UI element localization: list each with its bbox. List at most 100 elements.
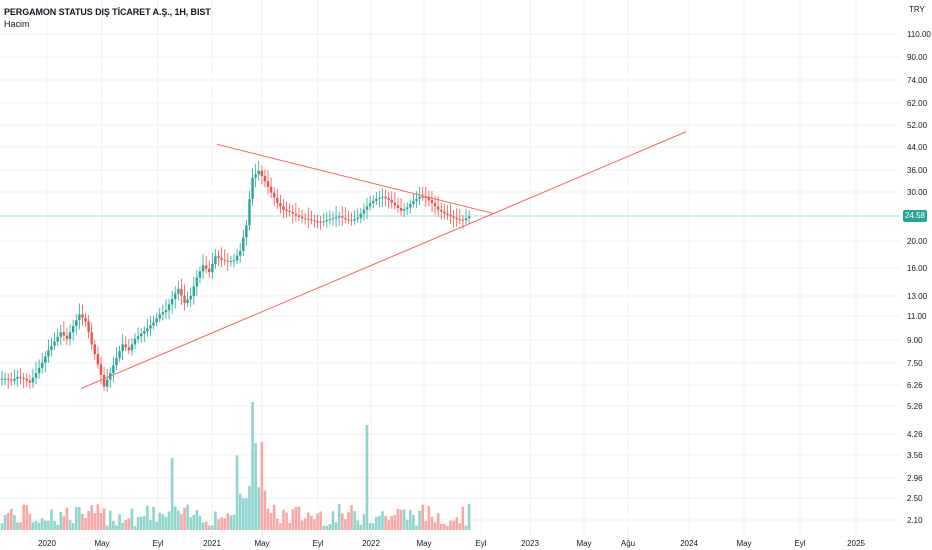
volume-bar [183,507,186,530]
candle-body [449,214,452,217]
volume-bar [297,506,301,530]
volume-bar [260,442,264,530]
price-tick-label: 11.00 [907,312,927,321]
volume-bar [328,524,332,530]
volume-bar [31,522,35,530]
candle-body [313,220,316,222]
candle-body [170,298,174,305]
candle-body [307,218,310,220]
candle-body [273,192,276,198]
volume-bar [387,520,390,530]
candle-body [365,206,369,210]
volume-bar [170,458,174,530]
volume-bar [356,520,360,530]
volume-bar [381,511,384,530]
volume-bar [371,523,375,530]
candle-body [177,288,180,294]
volume-bar [272,504,276,530]
price-tick-label: 20.00 [907,237,928,246]
candle-body [436,206,440,210]
candle-body [452,216,455,218]
candle-body [232,260,236,262]
candle-body [375,198,378,201]
volume-bar [177,510,180,530]
volume-bar [251,402,254,530]
volume-bar [399,509,403,530]
price-tick-label: 5.26 [907,402,923,411]
candle-body [316,221,319,223]
volume-bar [118,514,121,530]
trendlines [80,131,687,390]
volume-bar [374,516,378,530]
volume-bar [130,508,134,530]
volume-bar [424,520,428,530]
candle-body [84,317,87,322]
volume-bar [263,490,267,530]
candle-body [102,374,106,387]
volume-bar [409,510,412,530]
candle-body [143,331,146,334]
volume-bar [146,505,149,530]
volume-bar [300,520,304,530]
candle-body [56,336,59,342]
candle-body [368,203,372,207]
candle-body [130,344,134,351]
volume-bar [241,498,245,530]
last-price-tag: 24.58 [903,210,927,222]
price-tick-label: 7.50 [907,359,923,368]
volume-bar [467,504,471,530]
candle-body [276,197,279,204]
candle-body [37,367,41,374]
candle-body [198,271,202,278]
volume-bar [3,514,7,530]
candle-body [396,205,400,208]
volume-bar [164,516,168,530]
candle-body [16,376,19,379]
candle-body [50,345,53,351]
volume-bar [235,455,239,530]
candle-body [136,336,140,339]
volume-bar [452,520,455,530]
candle-body [174,293,177,299]
candle-body [393,202,397,206]
price-tick-label: 3.56 [907,451,923,460]
candle-body [121,344,124,351]
candle-body [214,256,217,264]
volume-bar [436,513,440,530]
grid-lines [0,0,900,536]
candle-body [406,207,409,210]
volume-bar [393,515,397,530]
volume-bar [288,522,291,530]
candle-body [350,219,353,221]
volume-bar [254,443,257,530]
volume-bar [421,504,424,530]
candle-body [133,338,137,345]
candle-body [291,212,294,214]
volume-bar [158,512,162,530]
volume-bar [34,520,38,530]
volume-bar [245,498,248,530]
volume-bar [266,508,270,530]
volume-bar [443,524,446,530]
candle-body [288,210,291,213]
volume-bar [223,518,227,530]
candle-body [59,332,62,337]
volume-label: Hacim [4,19,30,29]
candle-body [424,197,427,199]
volume-bar [22,504,25,530]
candle-body [285,209,288,211]
volume-bar [16,522,19,530]
volume-bar [353,511,356,530]
candle-body [152,322,155,326]
candle-body [6,378,10,380]
candle-body [455,217,458,220]
candles [0,160,471,392]
candle-body [204,265,208,269]
candle-body [418,196,421,199]
volume-bar [368,522,372,530]
candle-body [140,333,143,337]
candle-body [356,217,359,220]
candle-body [99,364,103,375]
candle-body [47,350,50,357]
